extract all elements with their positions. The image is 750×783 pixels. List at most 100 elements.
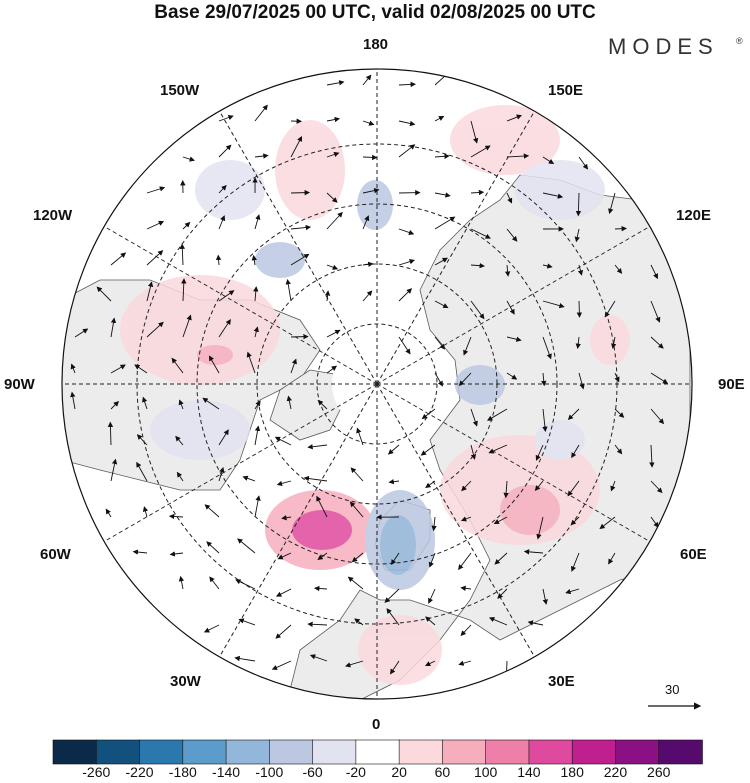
colorbar bbox=[52, 739, 703, 765]
greenland-land bbox=[269, 369, 346, 441]
anomaly-positive bbox=[590, 315, 630, 365]
wind-arrow bbox=[387, 444, 400, 455]
colorbar-swatch bbox=[485, 739, 530, 765]
wind-arrow bbox=[614, 444, 623, 455]
wind-arrow bbox=[611, 336, 617, 349]
anomaly-positive bbox=[450, 105, 560, 175]
colorbar-swatch bbox=[442, 739, 487, 765]
wind-arrow bbox=[542, 263, 553, 269]
wind-arrow bbox=[204, 504, 220, 518]
meridian-line bbox=[219, 110, 378, 385]
wind-arrow bbox=[136, 434, 148, 446]
wind-arrow bbox=[570, 552, 580, 572]
lon-label-180: 180 bbox=[363, 36, 389, 53]
wind-arrow bbox=[610, 480, 616, 492]
wind-arrow bbox=[434, 336, 446, 350]
wind-arrow bbox=[470, 145, 491, 158]
wind-arrow bbox=[326, 329, 341, 338]
wind-arrow bbox=[470, 120, 479, 144]
wind-arrow bbox=[541, 372, 547, 387]
wind-arrow bbox=[324, 290, 331, 302]
wind-arrow bbox=[434, 192, 451, 198]
lon-label-30e: 30E bbox=[548, 673, 575, 690]
anomaly-negative bbox=[515, 160, 605, 220]
brand-logo: MODES bbox=[608, 34, 719, 59]
wind-arrow bbox=[542, 336, 552, 360]
wind-arrow bbox=[650, 300, 661, 323]
wind-arrow bbox=[181, 278, 187, 302]
lon-label-90w: 90W bbox=[4, 376, 35, 393]
wind-arrow bbox=[567, 408, 580, 421]
wind-arrow bbox=[307, 621, 328, 628]
wind-arrow bbox=[542, 408, 548, 432]
wind-arrow bbox=[142, 506, 149, 518]
wind-arrow bbox=[168, 513, 184, 520]
wind-arrow bbox=[425, 616, 436, 626]
wind-arrow bbox=[463, 336, 472, 356]
wind-arrow bbox=[275, 588, 292, 597]
wind-arrow bbox=[460, 516, 472, 522]
colorbar-swatch bbox=[528, 739, 574, 765]
wind-arrow bbox=[176, 471, 184, 482]
wind-arrow bbox=[535, 444, 544, 461]
anomaly-positive bbox=[197, 345, 233, 365]
lon-label-90e: 90E bbox=[718, 376, 745, 393]
wind-arrow bbox=[326, 151, 340, 158]
wind-arrow bbox=[134, 364, 148, 374]
anomaly-negative bbox=[255, 242, 305, 278]
wind-arrow bbox=[276, 480, 292, 487]
wind-arrow bbox=[421, 408, 436, 420]
wind-arrow bbox=[326, 264, 339, 270]
wind-arrow bbox=[326, 365, 338, 374]
wind-arrow bbox=[497, 588, 508, 599]
wind-arrow bbox=[254, 400, 261, 410]
wind-arrow bbox=[608, 552, 616, 565]
wind-arrow bbox=[428, 588, 436, 604]
wind-arrow bbox=[362, 74, 372, 86]
wind-arrow bbox=[285, 279, 292, 302]
wind-arrow bbox=[384, 588, 400, 603]
wind-arrow bbox=[218, 215, 226, 230]
wind-arrow bbox=[74, 328, 89, 338]
colorbar-tick-label: -220 bbox=[125, 764, 154, 780]
wind-arrow bbox=[110, 317, 117, 338]
colorbar-swatch bbox=[139, 739, 184, 765]
wind-arrow bbox=[254, 153, 269, 159]
wind-arrow bbox=[503, 480, 509, 499]
wind-arrow bbox=[420, 444, 436, 456]
wind-arrow bbox=[650, 480, 663, 494]
wind-arrow bbox=[253, 326, 259, 338]
wind-arrow bbox=[179, 243, 185, 266]
wind-arrow bbox=[136, 461, 148, 482]
lon-label-150e: 150E bbox=[548, 82, 584, 99]
wind-arrow bbox=[105, 508, 112, 518]
wind-arrow bbox=[208, 355, 220, 374]
wind-arrow bbox=[354, 618, 364, 626]
wind-arrow bbox=[534, 480, 544, 491]
wind-arrow bbox=[523, 549, 544, 555]
wind-arrow bbox=[398, 288, 413, 302]
wind-arrow bbox=[398, 120, 416, 127]
wind-arrow bbox=[254, 104, 268, 122]
wind-arrow bbox=[575, 192, 582, 217]
wind-arrow bbox=[575, 336, 581, 349]
wind-arrow bbox=[277, 552, 292, 560]
anomaly-positive bbox=[275, 120, 345, 220]
meridian-line bbox=[376, 226, 651, 385]
wind-arrow bbox=[110, 400, 120, 410]
wind-arrow bbox=[182, 221, 191, 230]
wind-arrow bbox=[218, 114, 234, 122]
wind-arrow bbox=[218, 466, 225, 482]
wind-arrow bbox=[237, 538, 256, 554]
wind-arrow bbox=[345, 660, 364, 668]
reference-vector-label: 30 bbox=[665, 682, 680, 697]
wind-arrow bbox=[650, 264, 658, 280]
wind-arrow bbox=[398, 81, 416, 88]
wind-arrow bbox=[182, 156, 195, 162]
wind-arrow bbox=[175, 435, 184, 446]
wind-arrow bbox=[461, 480, 472, 492]
wind-arrow bbox=[470, 228, 491, 239]
colorbar-tick-label: 20 bbox=[391, 764, 407, 780]
wind-arrow bbox=[235, 579, 256, 590]
